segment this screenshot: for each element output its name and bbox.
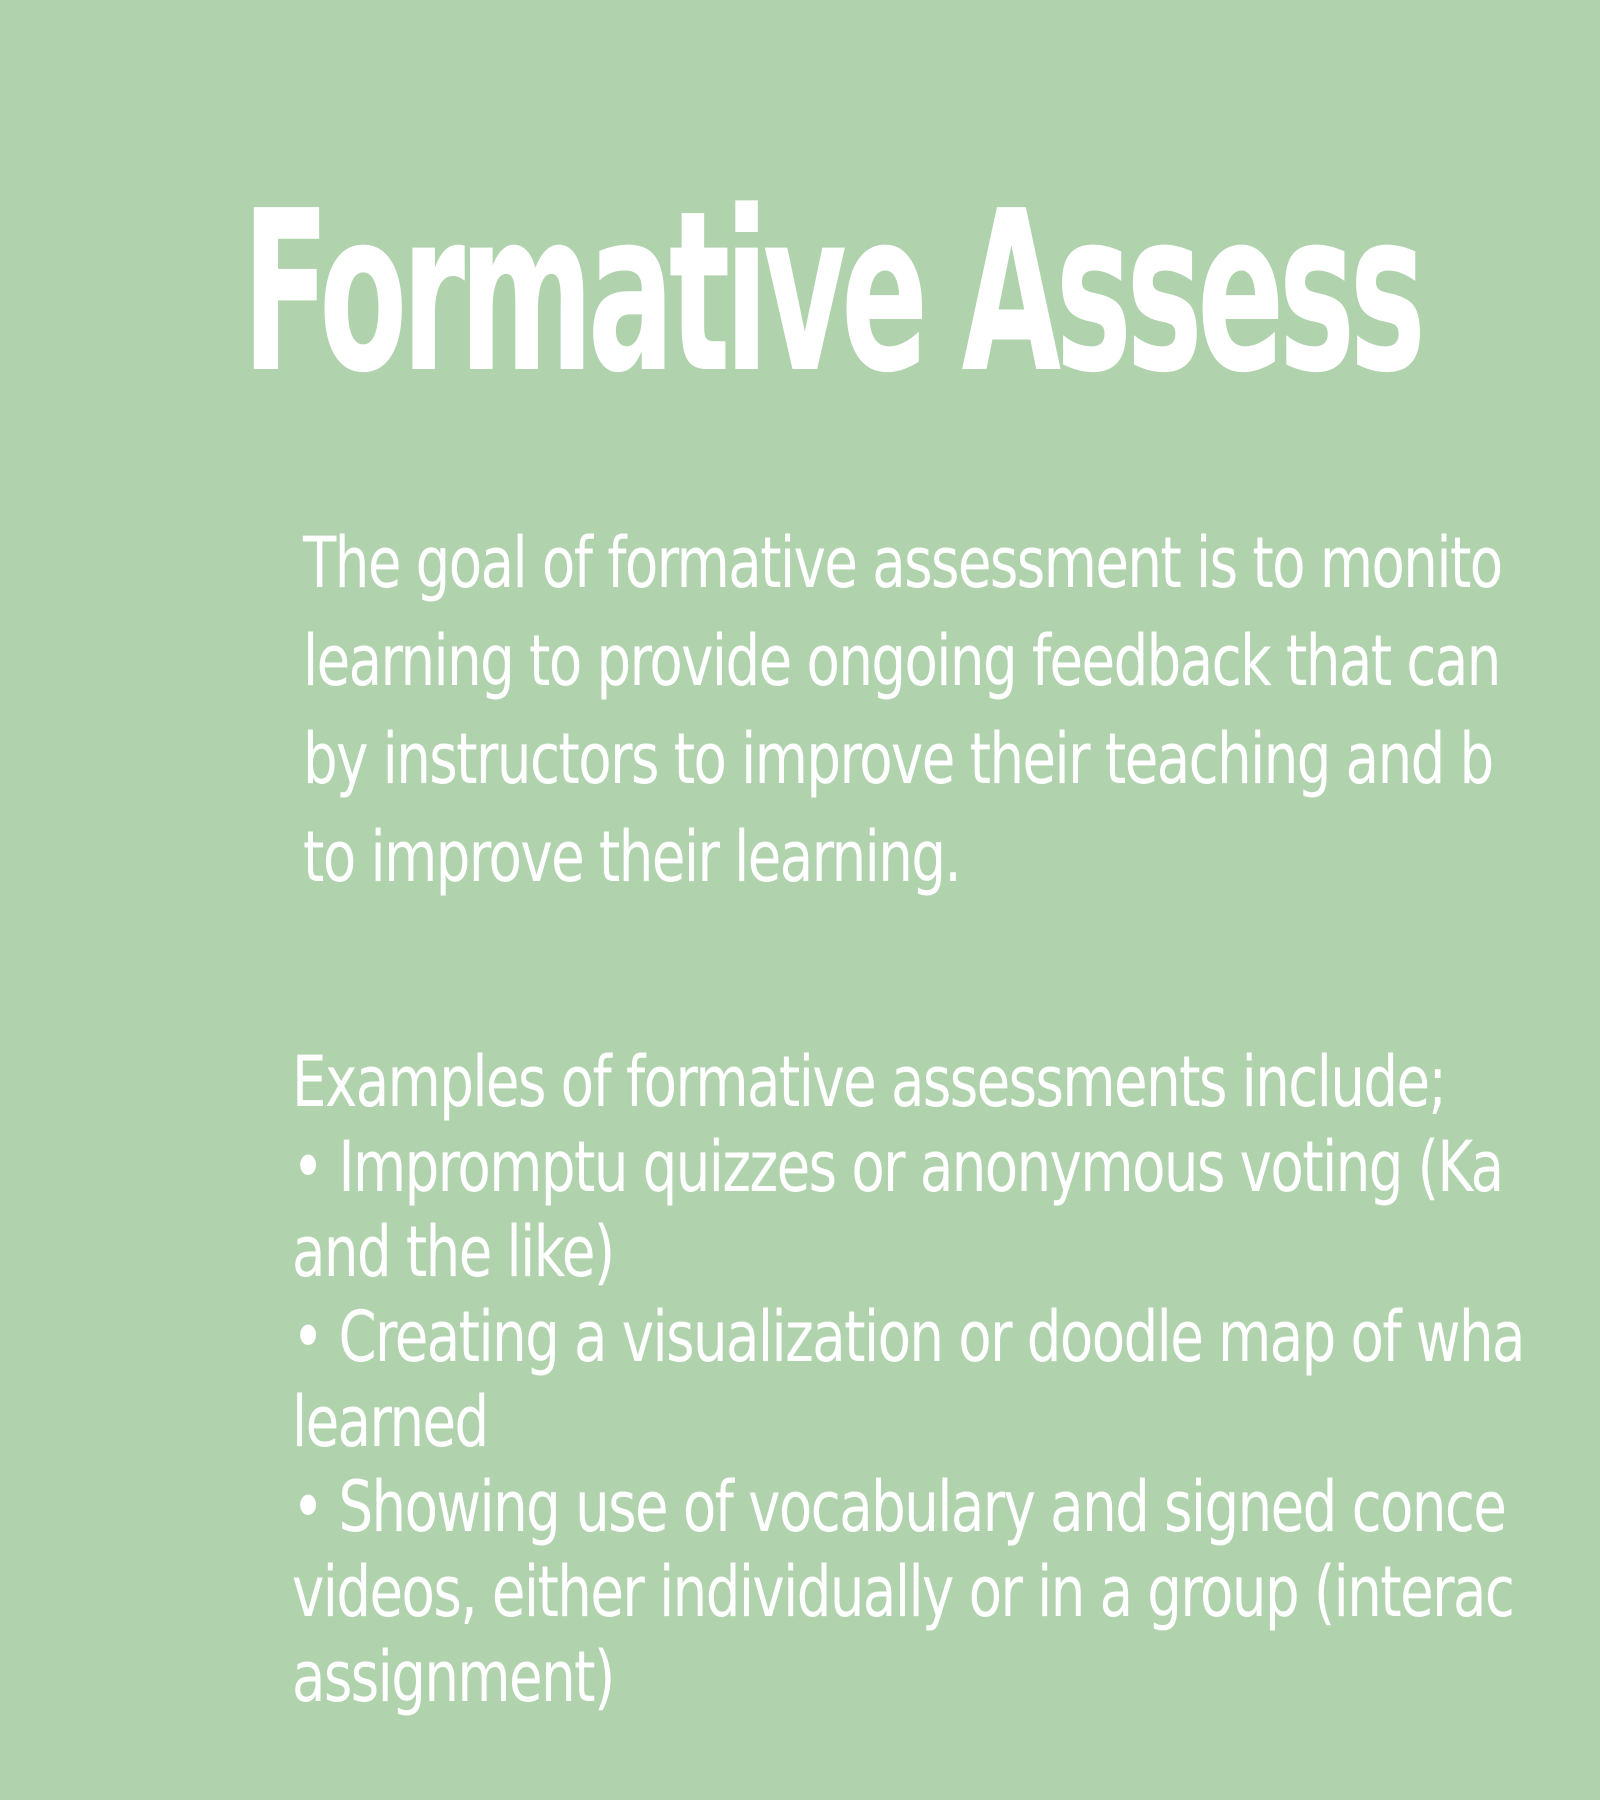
intro-paragraph: The goal of formative assessment is to m… [303,514,1583,906]
examples-list: Examples of formative assessments includ… [292,1040,1592,1720]
example-item-line: videos, either individually or in a grou… [292,1551,1515,1633]
intro-line: The goal of formative assessment is to m… [303,522,1503,604]
example-item-line: and the like) [292,1211,615,1293]
intro-line: learning to provide ongoing feedback tha… [303,620,1501,702]
intro-line: to improve their learning. [303,816,962,898]
example-item-line: learned [292,1381,489,1463]
examples-heading: Examples of formative assessments includ… [292,1041,1447,1123]
example-item-line: • Impromptu quizzes or anonymous voting … [292,1126,1504,1208]
example-item-line: assignment) [292,1636,615,1718]
example-item-line: • Showing use of vocabulary and signed c… [292,1466,1507,1548]
intro-line: by instructors to improve their teaching… [303,718,1494,800]
example-item-line: • Creating a visualization or doodle map… [292,1296,1525,1378]
page-title: Formative Assess [242,164,1426,422]
